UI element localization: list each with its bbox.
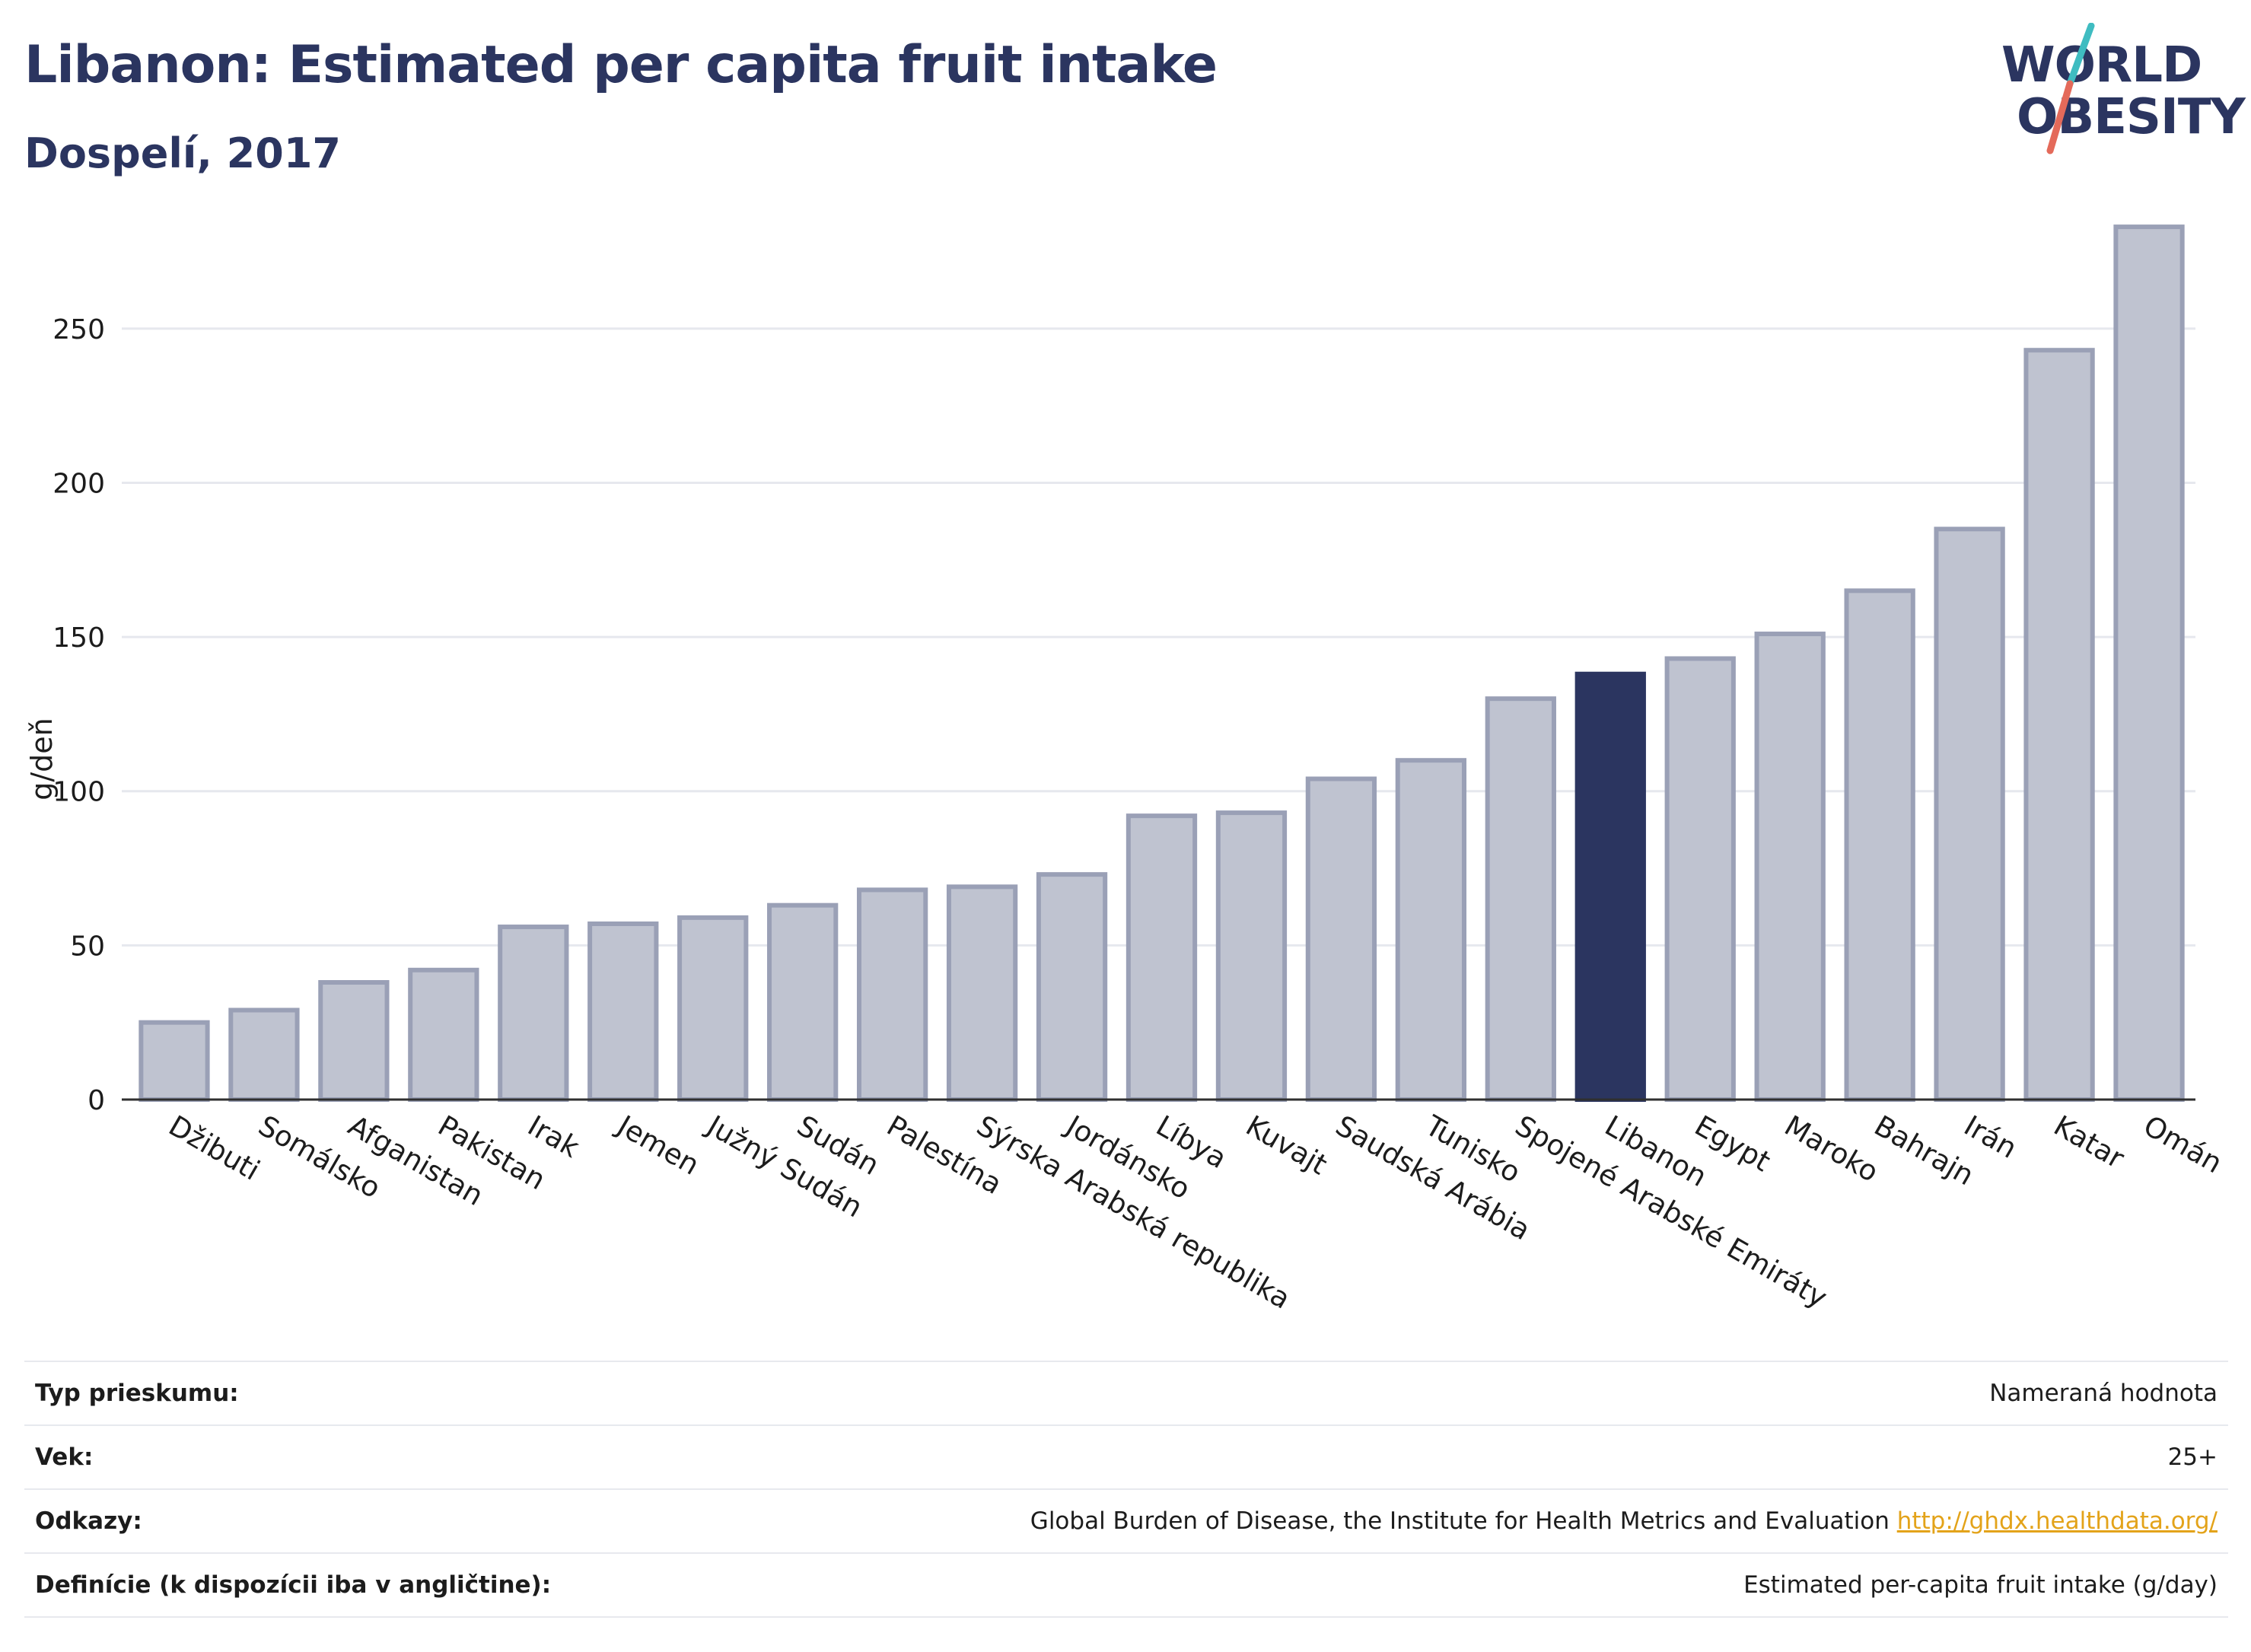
info-table: Typ prieskumu: Nameraná hodnota Vek: 25+… bbox=[24, 1361, 2228, 1618]
y-axis-title: g/deň bbox=[25, 718, 59, 801]
bar-libanon bbox=[1574, 671, 1646, 1102]
info-row-survey-type: Typ prieskumu: Nameraná hodnota bbox=[24, 1361, 2228, 1424]
bar-irán bbox=[1934, 527, 2005, 1102]
x-tick-label: Katar bbox=[2049, 1109, 2131, 1176]
info-value-wrapper: Global Burden of Disease, the Institute … bbox=[1030, 1507, 2228, 1535]
bar-omán bbox=[2113, 224, 2185, 1103]
y-axis-ticks: 0 50 100 150 200 250 bbox=[53, 314, 105, 1116]
info-label: Vek: bbox=[35, 1444, 94, 1471]
info-row-definition: Definície (k dispozícii iba v angličtine… bbox=[24, 1552, 2228, 1618]
bar-sýrska-arabská-republika bbox=[946, 884, 1018, 1102]
bar-jemen bbox=[587, 921, 659, 1102]
info-label: Odkazy: bbox=[35, 1507, 142, 1535]
chart-subtitle: Dospelí, 2017 bbox=[24, 129, 341, 177]
bar-egypt bbox=[1664, 656, 1736, 1102]
bar-tunisko bbox=[1395, 758, 1467, 1102]
info-label: Typ prieskumu: bbox=[35, 1380, 239, 1407]
info-row-age: Vek: 25+ bbox=[24, 1424, 2228, 1488]
info-value: Nameraná hodnota bbox=[1989, 1380, 2218, 1407]
info-value: Estimated per-capita fruit intake (g/day… bbox=[1743, 1571, 2218, 1599]
x-tick-label: Omán bbox=[2138, 1109, 2228, 1180]
info-label: Definície (k dispozícii iba v angličtine… bbox=[35, 1571, 552, 1599]
bar-líbya bbox=[1126, 813, 1198, 1102]
x-tick-label: Maroko bbox=[1779, 1109, 1884, 1189]
y-tick-label: 250 bbox=[53, 314, 105, 345]
bar-bahrajn bbox=[1844, 588, 1915, 1102]
bar-maroko bbox=[1754, 632, 1826, 1102]
x-tick-label: Bahrajn bbox=[1869, 1109, 1979, 1192]
bars bbox=[138, 224, 2185, 1103]
world-obesity-logo: WORLD OBESITY bbox=[1979, 23, 2246, 160]
chart-title: Libanon: Estimated per capita fruit inta… bbox=[24, 35, 1218, 95]
bar-sudán bbox=[767, 902, 839, 1102]
bar-afganistan bbox=[318, 980, 390, 1102]
x-tick-label: Kuvajt bbox=[1240, 1109, 1332, 1182]
x-tick-label: Džibuti bbox=[163, 1109, 265, 1187]
bar-saudská-arábia bbox=[1305, 776, 1377, 1102]
y-tick-label: 150 bbox=[53, 622, 105, 654]
info-value: 25+ bbox=[2167, 1444, 2218, 1471]
y-tick-label: 0 bbox=[88, 1085, 105, 1116]
bar-irak bbox=[498, 925, 569, 1102]
y-tick-label: 50 bbox=[70, 931, 105, 962]
x-tick-label: Jemen bbox=[611, 1109, 705, 1182]
bar-južný-sudán bbox=[677, 915, 749, 1103]
bar-jordánsko bbox=[1036, 872, 1108, 1102]
logo-line-1: WORLD bbox=[2001, 37, 2202, 94]
y-tick-label: 200 bbox=[53, 468, 105, 499]
bar-džibuti bbox=[138, 1020, 210, 1102]
bar-kuvajt bbox=[1215, 810, 1288, 1102]
info-value: Global Burden of Disease, the Institute … bbox=[1030, 1507, 1890, 1535]
bar-pakistan bbox=[408, 967, 479, 1102]
bar-somálsko bbox=[228, 1007, 300, 1102]
bar-katar bbox=[2023, 348, 2095, 1103]
bar-chart: 0 50 100 150 200 250 DžibutiSomálskoAfganista… bbox=[25, 224, 2227, 1316]
info-row-references: Odkazy: Global Burden of Disease, the In… bbox=[24, 1488, 2228, 1552]
logo-slash-icon bbox=[2046, 23, 2095, 154]
bar-palestína bbox=[856, 887, 928, 1102]
source-link[interactable]: http://ghdx.healthdata.org/ bbox=[1896, 1507, 2218, 1535]
y-tick-label: 100 bbox=[53, 777, 105, 808]
bar-spojené-arabské-emiráty bbox=[1485, 696, 1556, 1102]
